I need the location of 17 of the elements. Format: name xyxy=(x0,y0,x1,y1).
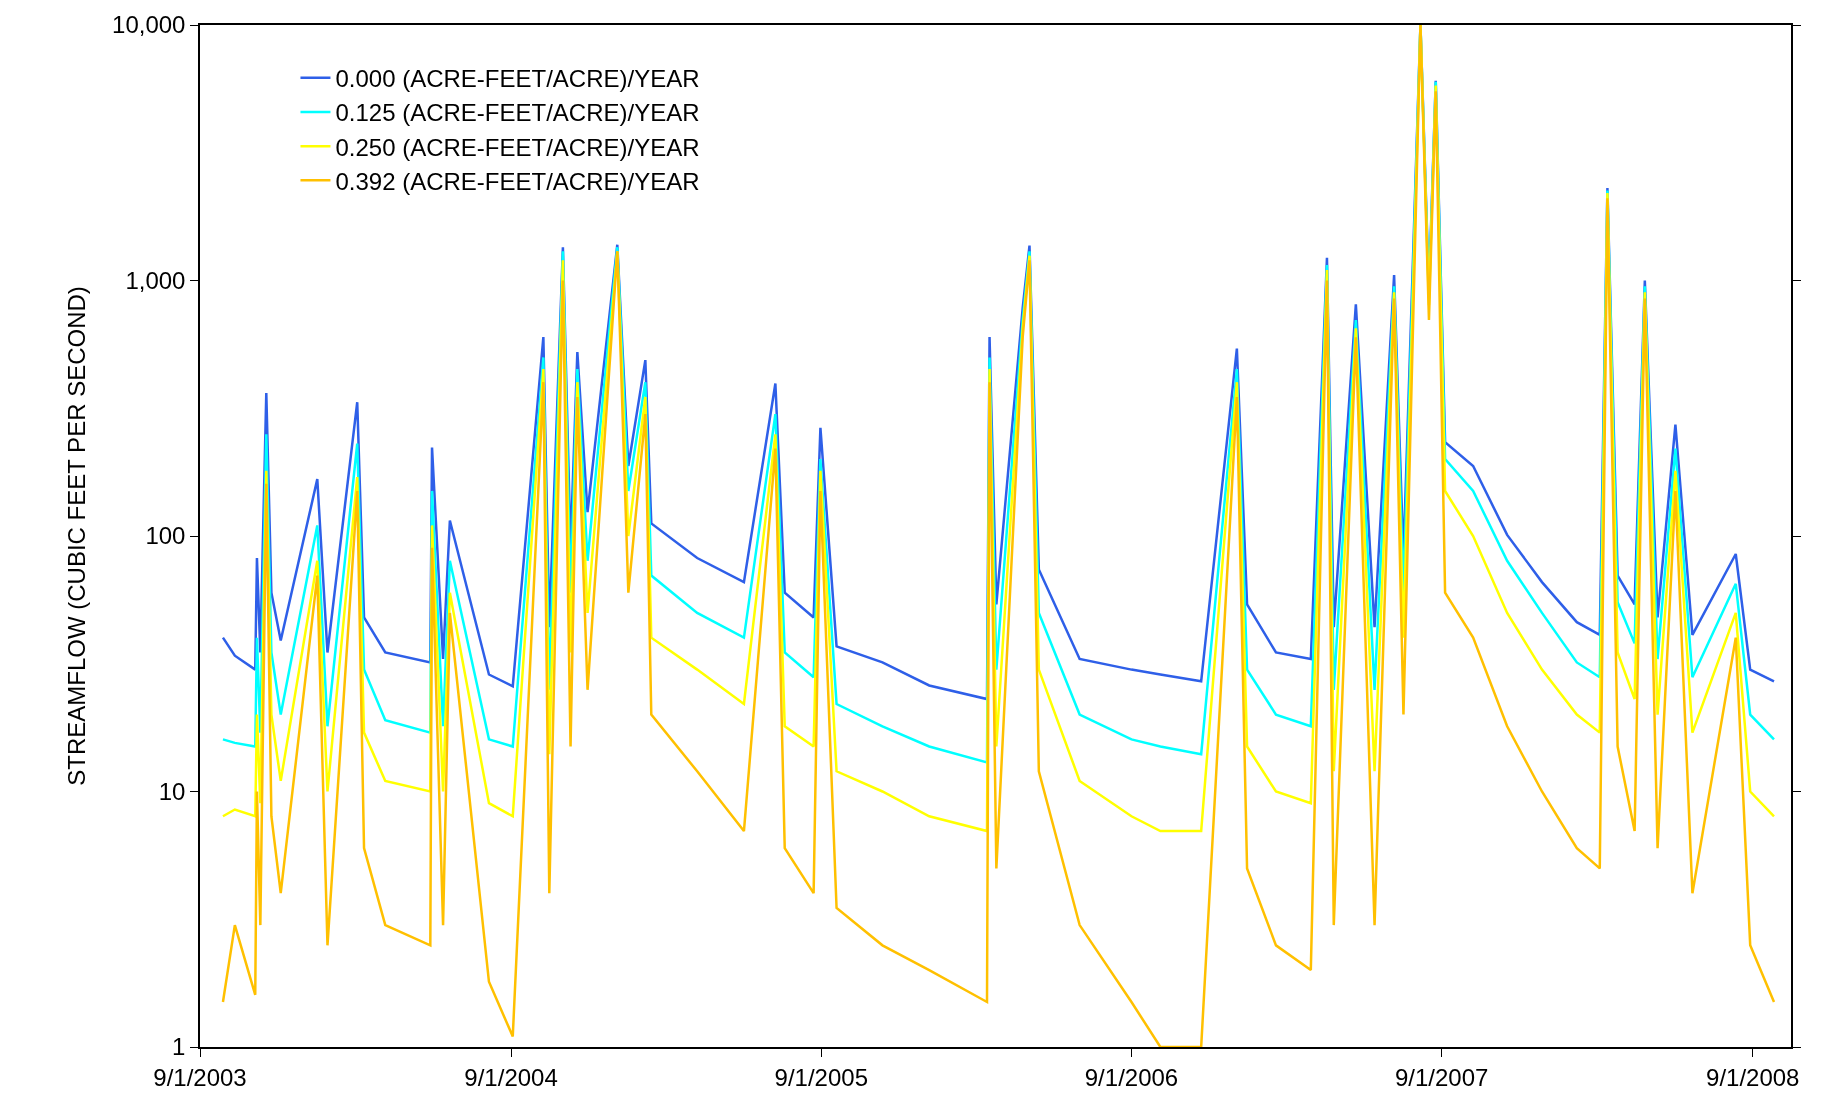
y-axis-title: STREAMFLOW (CUBIC FEET PER SECOND) xyxy=(62,286,90,786)
y-tick-label: 1,000 xyxy=(125,266,186,294)
x-tick-label: 9/1/2007 xyxy=(1394,1063,1489,1091)
y-tick-label: 10,000 xyxy=(112,11,186,39)
x-tick-label: 9/1/2003 xyxy=(153,1063,247,1091)
legend-label: 0.392 (ACRE-FEET/ACRE)/YEAR xyxy=(335,167,700,195)
x-tick-label: 9/1/2004 xyxy=(464,1063,558,1091)
x-tick-label: 9/1/2008 xyxy=(1706,1063,1800,1091)
legend-label: 0.125 (ACRE-FEET/ACRE)/YEAR xyxy=(335,99,700,127)
x-tick-label: 9/1/2006 xyxy=(1084,1063,1179,1091)
x-tick-label: 9/1/2005 xyxy=(774,1063,868,1091)
legend-label: 0.000 (ACRE-FEET/ACRE)/YEAR xyxy=(335,65,700,93)
y-tick-label: 100 xyxy=(145,522,186,550)
y-tick-label: 10 xyxy=(158,777,186,805)
legend-label: 0.250 (ACRE-FEET/ACRE)/YEAR xyxy=(335,133,700,161)
line-series xyxy=(221,25,1776,1047)
y-tick-label: 1 xyxy=(172,1033,186,1061)
